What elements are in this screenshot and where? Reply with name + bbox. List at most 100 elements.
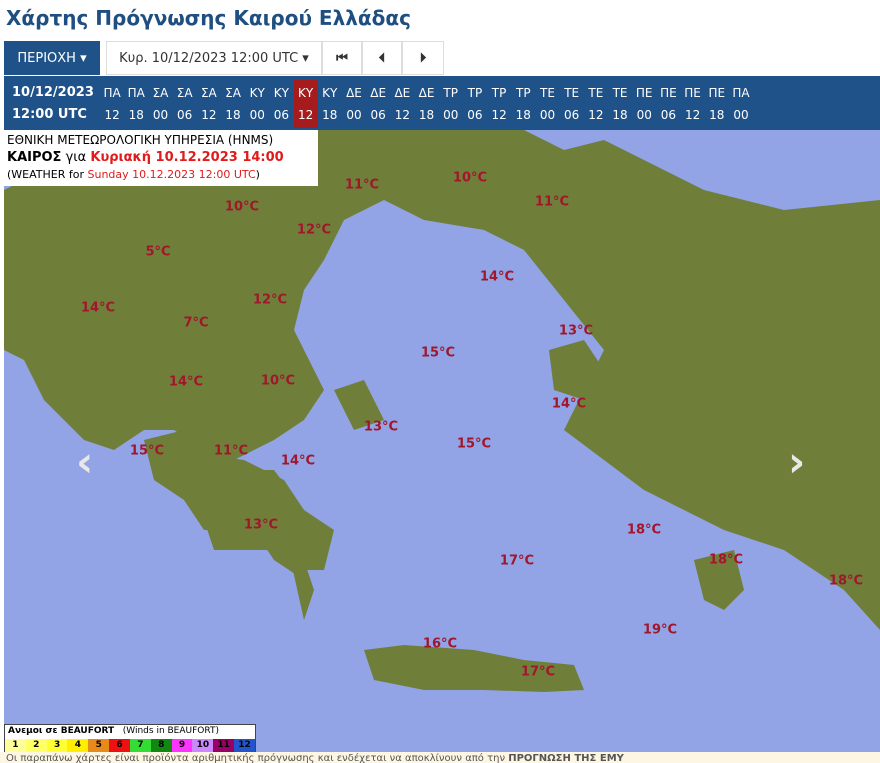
forecast-info-box: ΕΘΝΙΚΗ ΜΕΤΕΩΡΟΛΟΓΙΚΗ ΥΠΗΡΕΣΙΑ (HNMS) ΚΑΙ… (4, 130, 318, 186)
slot-hour: 18 (225, 108, 241, 122)
slot-hour: 00 (152, 108, 169, 122)
time-slot[interactable]: ΤΕ 00 (535, 80, 559, 128)
temperature-label: 12°C (252, 292, 288, 308)
time-slot[interactable]: ΚΥ 00 (245, 80, 269, 128)
map-next-arrow[interactable]: › (788, 437, 806, 486)
time-slot[interactable]: ΤΡ 00 (439, 80, 463, 128)
en-suffix: ) (255, 168, 260, 181)
time-slot[interactable]: ΠΕ 06 (656, 80, 680, 128)
temperature-label: 14°C (479, 269, 515, 285)
step-forward-icon: ⏵ (419, 50, 427, 66)
time-slot[interactable]: ΠΕ 18 (705, 80, 729, 128)
time-slot[interactable]: ΣΑ 00 (148, 80, 172, 128)
slot-hour: 12 (394, 108, 410, 122)
en-prefix: (WEATHER for (7, 168, 88, 181)
temperature-label: 7°C (183, 315, 209, 331)
temperature-label: 18°C (626, 522, 662, 538)
slot-hour: 00 (636, 108, 652, 122)
slot-hour: 18 (418, 108, 435, 122)
slot-day: ΚΥ (297, 86, 314, 100)
skip-to-start-icon: ⏮ (336, 50, 348, 66)
agency-name: ΕΘΝΙΚΗ ΜΕΤΕΩΡΟΛΟΓΙΚΗ ΥΠΗΡΕΣΙΑ (HNMS) (7, 133, 274, 147)
first-button[interactable]: ⏮ (322, 41, 362, 75)
time-slot[interactable]: ΤΕ 12 (584, 80, 608, 128)
slot-day: ΤΕ (588, 86, 604, 100)
slot-day: ΣΑ (225, 86, 241, 100)
for-text: για (61, 150, 91, 165)
slot-hour: 12 (104, 108, 120, 122)
temperature-label: 18°C (828, 573, 864, 589)
temperature-label: 11°C (344, 177, 380, 193)
temperature-label: 15°C (129, 443, 165, 459)
region-dropdown-button[interactable]: ΠΕΡΙΟΧΗ ▾ (4, 41, 100, 75)
slot-hour: 12 (201, 108, 217, 122)
slot-hour: 12 (588, 108, 604, 122)
slot-day: ΠΕ (708, 86, 726, 100)
next-button[interactable]: ⏵ (402, 41, 444, 75)
beaufort-level: 12 (234, 739, 255, 752)
map-land (4, 130, 880, 692)
temperature-label: 10°C (224, 199, 260, 215)
footer-note: Οι παραπάνω χάρτες είναι προϊόντα αριθμη… (0, 752, 880, 763)
beaufort-level: 2 (25, 739, 47, 752)
slot-day: ΠΑ (103, 86, 121, 100)
time-slot[interactable]: ΤΡ 12 (487, 80, 511, 128)
time-slot[interactable]: ΔΕ 18 (414, 80, 438, 128)
time-slot[interactable]: ΤΕ 18 (608, 80, 632, 128)
time-slot[interactable]: ΚΥ 06 (269, 80, 293, 128)
time-slot[interactable]: ΣΑ 18 (221, 80, 245, 128)
slot-hour: 18 (709, 108, 725, 122)
slot-day: ΣΑ (176, 86, 193, 100)
footer-bold: ΠΡΟΓΝΩΣΗ ΤΗΣ ΕΜΥ (508, 753, 624, 763)
time-slot[interactable]: ΚΥ 12 (293, 80, 318, 128)
map-prev-arrow[interactable]: ‹ (76, 437, 94, 486)
time-slot[interactable]: ΤΡ 06 (463, 80, 487, 128)
temperature-label: 14°C (280, 453, 316, 469)
beaufort-level: 1 (5, 739, 26, 752)
slot-day: ΤΡ (443, 86, 458, 100)
time-slot[interactable]: ΔΕ 00 (342, 80, 366, 128)
slot-hour: 06 (177, 108, 193, 122)
time-slot[interactable]: ΔΕ 12 (390, 80, 414, 128)
time-slot[interactable]: ΠΑ 00 (729, 80, 753, 128)
current-time: 12:00 UTC (12, 107, 87, 122)
time-slot[interactable]: ΤΕ 06 (560, 80, 584, 128)
beaufort-level: 3 (46, 739, 68, 752)
slot-day: ΔΕ (394, 86, 411, 100)
slot-hour: 12 (684, 108, 701, 122)
time-slot[interactable]: ΚΥ 18 (318, 80, 342, 128)
legend-title: Ανεμοι σε BEAUFORT (8, 726, 115, 736)
beaufort-level: 11 (213, 739, 235, 752)
temperature-label: 13°C (558, 323, 594, 339)
temperature-label: 5°C (145, 244, 171, 260)
slot-hour: 18 (515, 108, 531, 122)
slot-day: ΚΥ (322, 86, 338, 100)
temperature-label: 11°C (534, 194, 570, 210)
slot-hour: 00 (346, 108, 362, 122)
slot-day: ΔΕ (346, 86, 362, 100)
weather-map: 11°C 10°C 11°C 10°C 12°C 5°C 14°C 12°C 14°C 7°C 13… (4, 130, 880, 752)
prev-button[interactable]: ⏴ (362, 41, 402, 75)
slot-day: ΤΕ (564, 86, 580, 100)
temperature-label: 13°C (243, 517, 279, 533)
time-slot[interactable]: ΠΕ 00 (632, 80, 656, 128)
beaufort-level: 5 (88, 739, 110, 752)
time-slot[interactable]: ΣΑ 12 (197, 80, 221, 128)
time-slot[interactable]: ΣΑ 06 (173, 80, 197, 128)
time-slot[interactable]: ΠΑ 18 (124, 80, 148, 128)
slot-hour: 00 (733, 108, 749, 122)
time-slot[interactable]: ΠΑ 12 (100, 80, 124, 128)
time-slot[interactable]: ΠΕ 12 (681, 80, 705, 128)
slot-hour: 06 (660, 108, 677, 122)
time-slot[interactable]: ΔΕ 06 (366, 80, 390, 128)
slot-hour: 06 (273, 108, 290, 122)
slot-hour: 06 (467, 108, 483, 122)
time-slot[interactable]: ΤΡ 18 (511, 80, 535, 128)
beaufort-legend: Ανεμοι σε BEAUFORT (Winds in BEAUFORT) 1… (4, 724, 256, 752)
step-back-icon: ⏴ (378, 50, 386, 66)
slot-day: ΔΕ (370, 86, 387, 100)
slot-day: ΔΕ (418, 86, 435, 100)
slot-hour: 06 (370, 108, 386, 122)
date-dropdown-button[interactable]: Κυρ. 10/12/2023 12:00 UTC ▾ (106, 41, 322, 75)
slot-hour: 00 (249, 108, 265, 122)
